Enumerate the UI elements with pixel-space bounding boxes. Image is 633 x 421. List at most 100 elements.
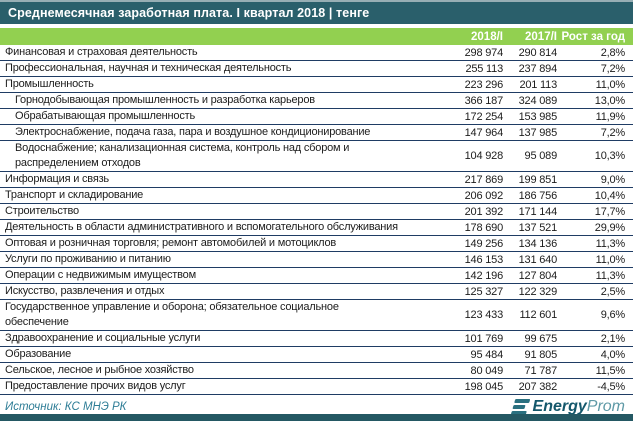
table-row: Государственное управление и оборона; об…	[0, 300, 633, 331]
value-2018: 198 045	[464, 380, 504, 393]
table-row: Сельское, лесное и рыбное хозяйство 80 0…	[0, 363, 633, 379]
table-row: Транспорт и складирование 206 092 186 75…	[0, 188, 633, 204]
industry-label: Сельское, лесное и рыбное хозяйство	[5, 364, 194, 376]
table-row: Образование 95 484 91 805 4,0%	[0, 347, 633, 363]
page-title: Среднемесячная заработная плата. I кварт…	[8, 6, 370, 20]
value-2017: 112 601	[519, 309, 557, 321]
source-note: Источник: КС МНЭ РК	[5, 400, 127, 413]
industry-label: Искусство, развлечения и отдых	[5, 285, 165, 297]
growth-value: 9,0%	[600, 173, 625, 186]
value-2018: 172 254	[464, 110, 504, 123]
table-row: Промышленность 223 296 201 113 11,0%	[0, 77, 633, 93]
table-row: Профессиональная, научная и техническая …	[0, 61, 633, 77]
growth-value: 2,5%	[600, 285, 625, 298]
title-bar: Среднемесячная заработная плата. I кварт…	[0, 0, 633, 24]
title-gap	[0, 24, 633, 28]
growth-value: 10,4%	[594, 189, 625, 202]
value-2018: 123 433	[464, 309, 504, 321]
value-2018: 178 690	[464, 221, 504, 234]
value-2017: 122 329	[518, 285, 558, 298]
value-2017: 131 640	[518, 253, 558, 266]
table-row: Оптовая и розничная торговля; ремонт авт…	[0, 236, 633, 252]
value-2017: 290 814	[518, 46, 558, 59]
value-2017: 199 851	[518, 173, 558, 186]
value-2018: 147 964	[464, 126, 504, 139]
industry-label: Промышленность	[5, 78, 94, 90]
value-2017: 137 985	[518, 126, 558, 139]
industry-label: Образование	[5, 348, 71, 360]
industry-label: Профессиональная, научная и техническая …	[5, 62, 292, 74]
col-header-2018: 2018/I	[471, 30, 503, 43]
table-row: Информация и связь 217 869 199 851 9,0%	[0, 172, 633, 188]
value-2018: 146 153	[464, 253, 504, 266]
growth-value: 11,0%	[595, 78, 626, 91]
industry-label: Обрабатывающая промышленность	[15, 110, 195, 122]
value-2017: 171 144	[518, 205, 558, 218]
table-row: Обрабатывающая промышленность 172 254 15…	[0, 109, 633, 125]
bottom-accent-bar	[0, 414, 633, 421]
value-2018: 217 869	[464, 173, 504, 186]
table-row: Горнодобывающая промышленность и разрабо…	[0, 93, 633, 109]
table-row: Электроснабжение, подача газа, пара и во…	[0, 125, 633, 141]
value-2018: 104 928	[464, 150, 504, 162]
table-row: Здравоохранение и социальные услуги 101 …	[0, 331, 633, 347]
value-2017: 153 985	[518, 110, 558, 123]
value-2018: 80 049	[470, 364, 504, 377]
table-row: Искусство, развлечения и отдых 125 327 1…	[0, 284, 633, 300]
value-2018: 201 392	[464, 205, 504, 218]
value-2017: 137 521	[518, 221, 558, 234]
value-2017: 237 894	[518, 62, 558, 75]
table-body: Финансовая и страховая деятельность 298 …	[0, 45, 633, 395]
industry-label: Финансовая и страховая деятельность	[5, 46, 198, 58]
value-2017: 207 382	[518, 380, 558, 393]
growth-value: 11,5%	[595, 364, 626, 377]
value-2017: 95 089	[524, 150, 558, 162]
value-2018: 223 296	[464, 78, 504, 91]
value-2018: 298 974	[464, 46, 504, 59]
growth-value: 13,0%	[594, 94, 625, 107]
industry-label: Операции с недвижимым имуществом	[5, 269, 196, 281]
value-2017: 324 089	[518, 94, 558, 107]
industry-label: Государственное управление и оборона; об…	[5, 301, 339, 328]
col-header-growth: Рост за год	[561, 30, 625, 43]
value-2017: 186 756	[518, 189, 558, 202]
value-2018: 95 484	[470, 348, 504, 361]
table-row: Водоснабжение; канализационная система, …	[0, 141, 633, 172]
value-2018: 206 092	[464, 189, 504, 202]
industry-label: Услуги по проживанию и питанию	[5, 253, 171, 265]
table-row: Деятельность в области административного…	[0, 220, 633, 236]
table-row: Предоставление прочих видов услуг 198 04…	[0, 379, 633, 395]
value-2018: 142 196	[464, 269, 504, 282]
energyprom-bars-icon	[510, 398, 530, 415]
table-row: Финансовая и страховая деятельность 298 …	[0, 45, 633, 61]
value-2018: 149 256	[464, 237, 504, 250]
growth-value: 4,0%	[600, 348, 625, 361]
industry-label: Деятельность в области административного…	[5, 221, 398, 233]
growth-value: 11,3%	[595, 237, 626, 250]
logo-text-prom: Prom	[586, 397, 625, 415]
footer: Источник: КС МНЭ РК EnergyProm	[0, 395, 633, 415]
table-row: Строительство 201 392 171 144 17,7%	[0, 204, 633, 220]
col-header-2017: 2017/I	[525, 30, 557, 43]
logo-text: EnergyProm	[532, 397, 625, 415]
industry-label: Водоснабжение; канализационная система, …	[15, 142, 350, 169]
value-2017: 71 787	[524, 364, 558, 377]
value-2017: 99 675	[524, 332, 558, 345]
value-2017: 134 136	[518, 237, 558, 250]
logo-bar-icon	[513, 398, 530, 403]
growth-value: -4,5%	[597, 380, 625, 393]
table-header-row: 2018/I 2017/I Рост за год	[0, 28, 633, 45]
growth-value: 29,9%	[594, 221, 625, 234]
value-2017: 91 805	[524, 348, 558, 361]
industry-label: Здравоохранение и социальные услуги	[5, 332, 201, 344]
value-2018: 255 113	[465, 62, 503, 75]
industry-label: Транспорт и складирование	[5, 189, 144, 201]
value-2017: 127 804	[518, 269, 558, 282]
growth-value: 7,2%	[600, 62, 625, 75]
logo-text-energy: Energy	[532, 397, 587, 415]
growth-value: 11,9%	[595, 110, 626, 123]
industry-label: Строительство	[5, 205, 79, 217]
industry-label: Электроснабжение, подача газа, пара и во…	[15, 126, 371, 138]
energyprom-logo: EnergyProm	[510, 397, 625, 415]
